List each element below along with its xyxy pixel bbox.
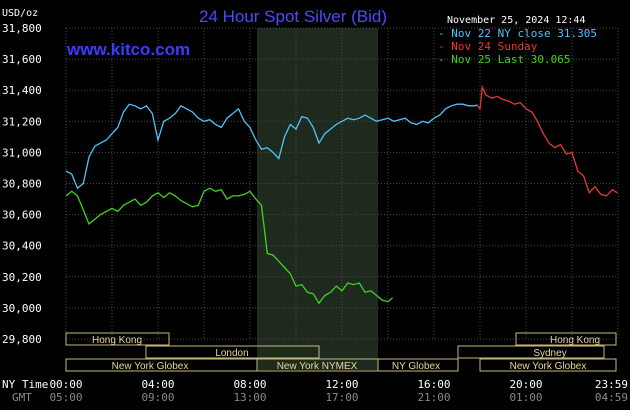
series-ny-close-line	[65, 103, 478, 190]
x-tick-label-gmt: 01:00	[509, 391, 542, 404]
nymex-session-shade	[257, 28, 378, 370]
y-tick-label: 31,800	[2, 22, 42, 35]
series-group	[65, 84, 618, 305]
session-hong-kong-right	[515, 332, 617, 346]
legend-item-last: - Nov 25 Last 30.065	[438, 53, 570, 66]
x-tick-label-ny: 16:00	[417, 378, 450, 391]
y-tick-label: 29,800	[2, 333, 42, 346]
x-tick-label-ny: 23:59	[595, 378, 628, 391]
y-tick-label: 30,800	[2, 178, 42, 191]
series-sunday-line	[477, 84, 618, 197]
y-tick-label: 30,400	[2, 240, 42, 253]
ny-time-label: NY Time	[2, 378, 48, 391]
x-tick-label-gmt: 09:00	[141, 391, 174, 404]
website-brand: www.kitco.com	[66, 40, 190, 59]
session-london	[145, 345, 320, 359]
x-tick-label-gmt: 21:00	[417, 391, 450, 404]
y-tick-label: 31,200	[2, 115, 42, 128]
session-ny-globex-right-label: New York Globex	[510, 361, 587, 372]
legend: - Nov 22 NY close 31.305 - Nov 24 Sunday…	[438, 27, 597, 66]
y-tick-label: 31,000	[2, 146, 42, 159]
session-ny-globex-short	[377, 358, 459, 372]
session-ny-globex-right	[479, 358, 617, 372]
session-sydney-label: Sydney	[533, 348, 566, 359]
x-tick-label-gmt: 04:59	[595, 391, 628, 404]
session-ny-nymex-label: New York NYMEX	[277, 361, 358, 372]
x-tick-label-ny: 12:00	[325, 378, 358, 391]
session-ny-globex-left-label: New York Globex	[112, 361, 189, 372]
legend-item-ny-close: - Nov 22 NY close 31.305	[438, 27, 597, 40]
timestamp: November 25, 2024 12:44	[447, 15, 585, 26]
x-tick-label-ny: 08:00	[233, 378, 266, 391]
gmt-label: GMT	[12, 391, 32, 404]
session-sydney	[457, 345, 605, 359]
y-tick-label: 31,400	[2, 84, 42, 97]
legend-item-sunday: - Nov 24 Sunday	[438, 40, 538, 53]
x-tick-label-gmt: 13:00	[233, 391, 266, 404]
x-tick-label-gmt: 17:00	[325, 391, 358, 404]
y-tick-label: 30,200	[2, 271, 42, 284]
session-bars: Hong Kong London New York Globex New Yor…	[65, 332, 617, 372]
x-tick-label-ny: 00:00	[49, 378, 82, 391]
session-hong-kong-left	[65, 332, 170, 346]
y-axis-ticks: 31,800 31,600 31,400 31,200 31,000 30,800 30,6…	[2, 22, 42, 346]
x-tick-label-gmt: 05:00	[49, 391, 82, 404]
y-tick-label: 31,600	[2, 53, 42, 66]
y-tick-label: 30,000	[2, 302, 42, 315]
units-label: USD/oz	[2, 8, 38, 19]
x-tick-label-ny: 20:00	[509, 378, 542, 391]
x-tick-label-ny: 04:00	[141, 378, 174, 391]
session-london-label: London	[215, 348, 248, 359]
chart-title: 24 Hour Spot Silver (Bid)	[199, 7, 387, 26]
session-ny-globex-short-label: NY Globex	[392, 361, 440, 372]
session-hong-kong-left-label: Hong Kong	[92, 335, 142, 346]
session-hong-kong-right-label: Hong Kong	[550, 335, 600, 346]
series-last-line	[65, 187, 394, 305]
y-tick-label: 30,600	[2, 209, 42, 222]
